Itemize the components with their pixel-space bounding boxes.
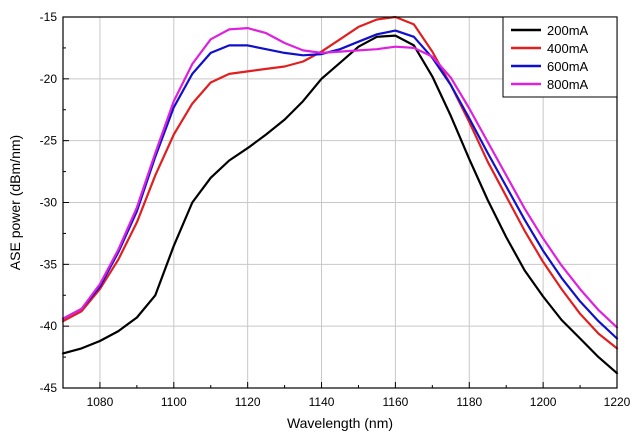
- series-lines: [61, 15, 619, 375]
- y-tick-label: -30: [40, 196, 58, 210]
- legend: 200mA 400mA 600mA 800mA: [502, 16, 618, 98]
- x-tick-label: 1200: [530, 395, 557, 409]
- legend-label-800mA: 800mA: [547, 77, 589, 92]
- x-tick-label: 1140: [309, 395, 335, 409]
- y-tick-label: -20: [40, 72, 58, 86]
- y-tick-label: -15: [40, 10, 58, 24]
- series-line-600mA: [61, 29, 619, 340]
- legend-label-200mA: 200mA: [547, 23, 589, 38]
- series-line-400mA: [61, 15, 619, 350]
- y-axis-title: ASE power (dBm/nm): [7, 135, 23, 270]
- y-tick-label: -40: [40, 319, 58, 333]
- y-tick-label: -45: [40, 381, 58, 395]
- x-tick-label: 1180: [456, 395, 482, 409]
- x-tick-label: 1220: [604, 395, 631, 409]
- legend-label-400mA: 400mA: [547, 41, 589, 56]
- x-tick-label: 1100: [161, 395, 187, 409]
- series-line-800mA: [61, 27, 619, 329]
- legend-label-600mA: 600mA: [547, 59, 589, 74]
- x-tick-label: 1160: [382, 395, 408, 409]
- x-tick-label: 1080: [87, 395, 114, 409]
- axis-ticks: [62, 16, 618, 389]
- series-line-200mA: [61, 34, 619, 375]
- x-axis-title: Wavelength (nm): [287, 415, 393, 431]
- y-tick-label: -35: [40, 257, 58, 271]
- x-tick-label: 1120: [235, 395, 261, 409]
- y-tick-label: -25: [40, 134, 58, 148]
- axis-tick-labels: 1080 1100 1120 1140 1160 1180 1200 1220 -45 -40 -3…: [40, 10, 631, 409]
